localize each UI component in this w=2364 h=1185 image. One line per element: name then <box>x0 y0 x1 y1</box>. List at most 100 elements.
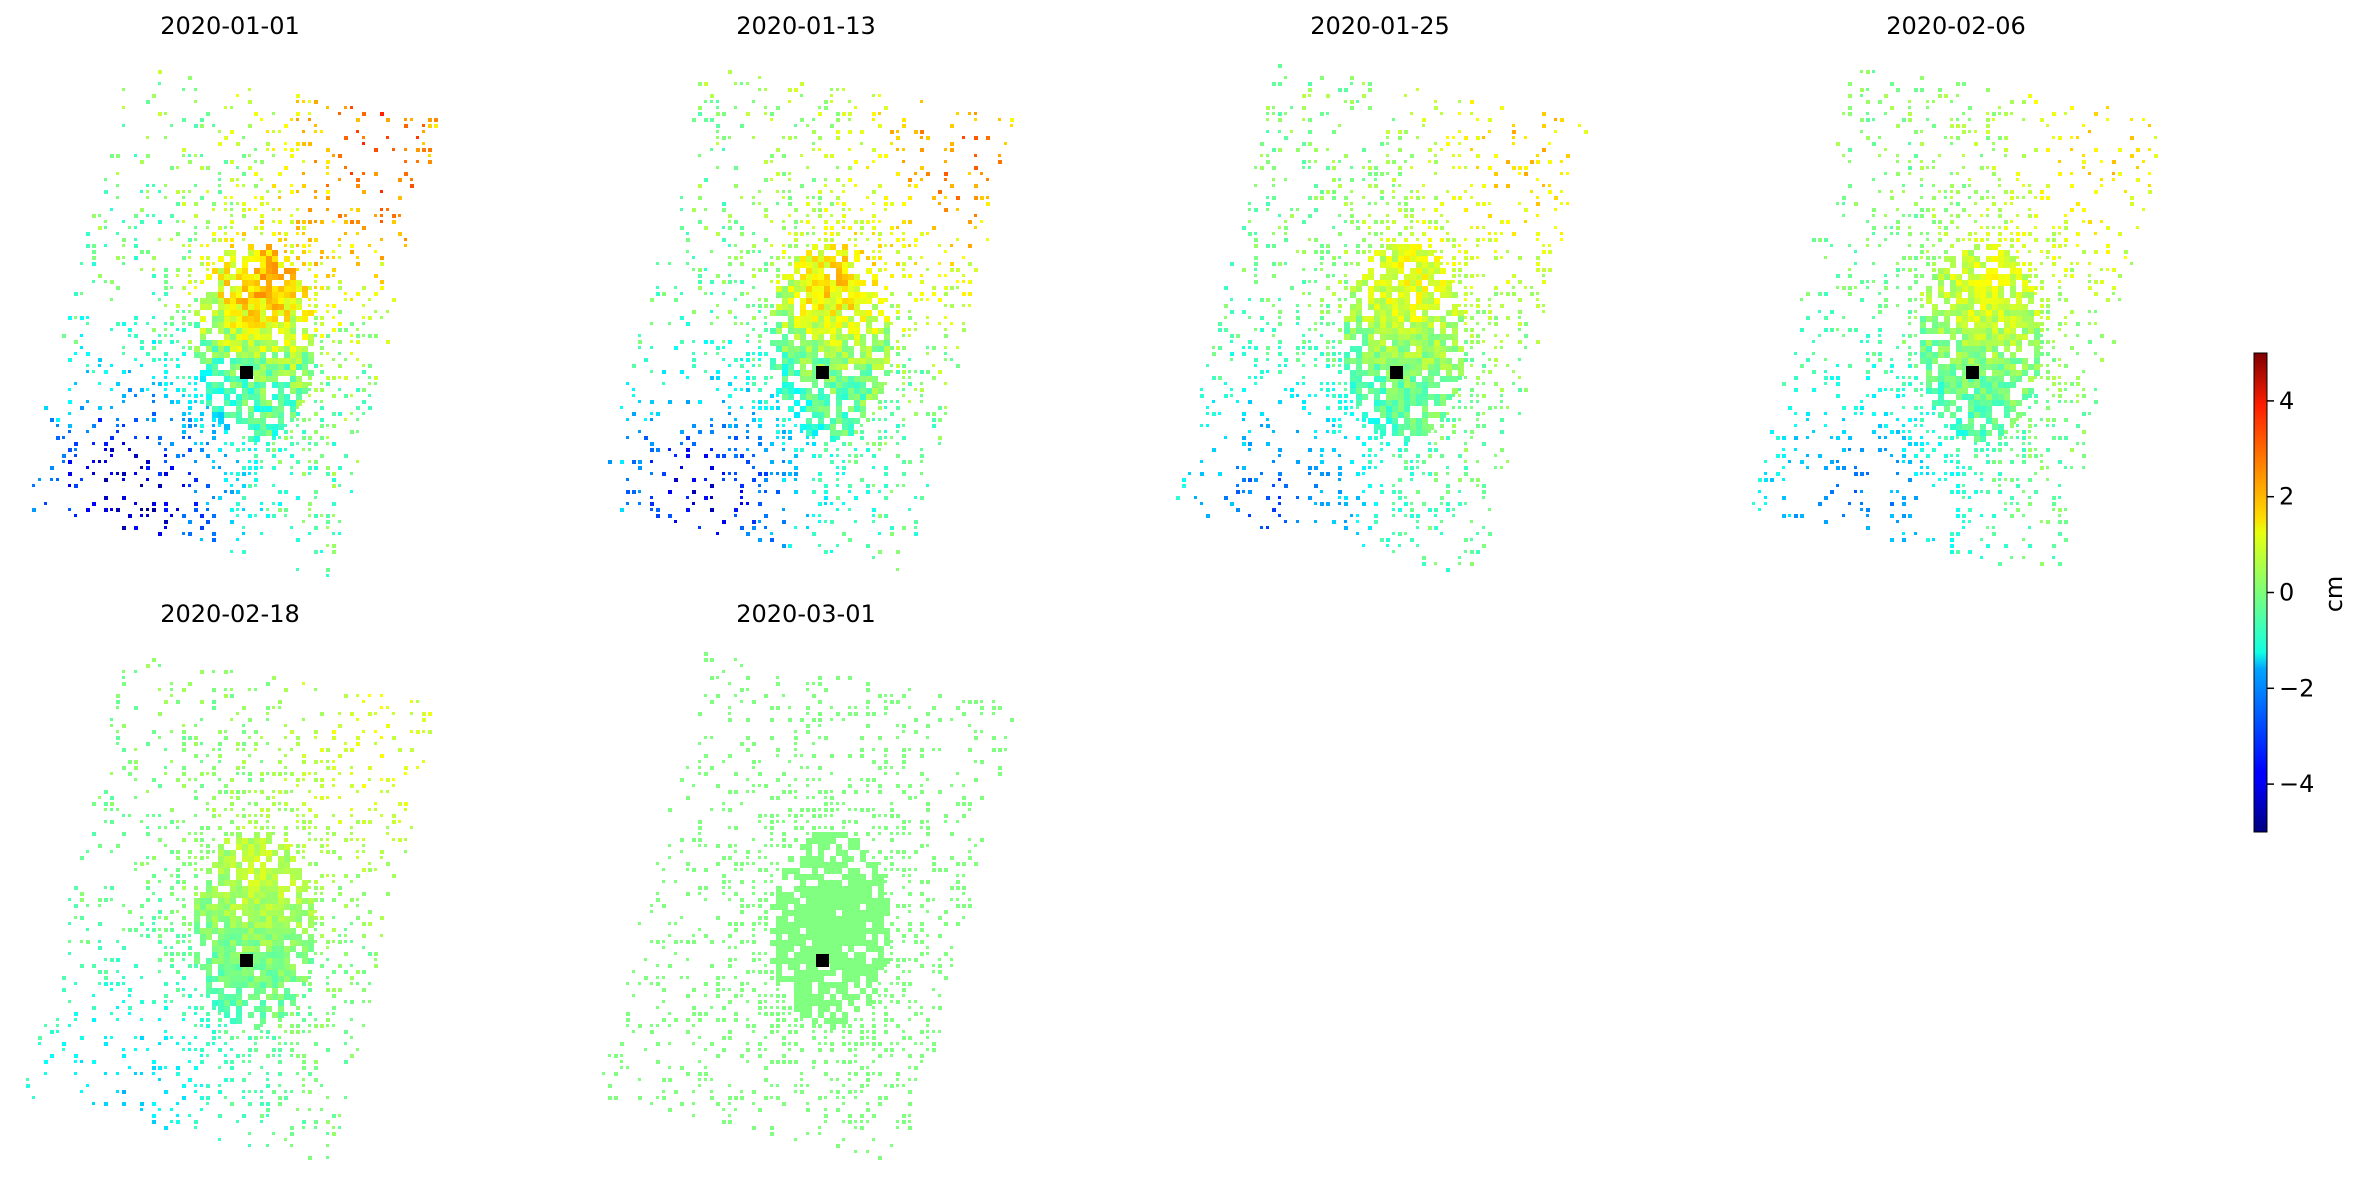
pixel <box>1464 448 1468 452</box>
pixel <box>908 244 911 247</box>
pixel <box>794 292 800 298</box>
pixel <box>944 304 947 307</box>
pixel <box>830 214 833 217</box>
pixel <box>248 166 252 170</box>
pixel <box>1266 352 1269 355</box>
pixel <box>1482 496 1485 499</box>
pixel <box>896 304 900 308</box>
pixel <box>758 310 761 313</box>
pixel <box>254 340 260 346</box>
pixel <box>788 88 792 92</box>
pixel <box>146 100 150 104</box>
pixel <box>230 370 236 376</box>
pixel <box>1434 514 1437 517</box>
pixel <box>2028 322 2034 328</box>
pixel <box>254 346 260 352</box>
pixel <box>242 184 245 187</box>
pixel <box>854 460 858 464</box>
pixel <box>98 382 101 385</box>
pixel <box>332 442 336 446</box>
pixel <box>1494 172 1498 176</box>
pixel <box>1458 454 1462 458</box>
pixel <box>296 118 299 121</box>
pixel <box>1230 334 1234 338</box>
pixel <box>764 106 767 109</box>
pixel <box>1548 160 1552 164</box>
pixel <box>194 184 197 187</box>
pixel <box>272 292 278 298</box>
pixel <box>1458 562 1461 565</box>
pixel <box>302 346 308 352</box>
pixel <box>206 292 212 298</box>
pixel <box>1422 298 1428 304</box>
pixel <box>1470 478 1474 482</box>
pixel <box>200 526 204 530</box>
pixel <box>812 442 816 446</box>
pixel <box>356 460 359 463</box>
pixel <box>158 238 161 241</box>
pixel <box>248 286 254 292</box>
pixel <box>272 262 278 268</box>
pixel <box>2016 358 2022 364</box>
pixel <box>1368 466 1371 469</box>
pixel <box>1200 502 1203 505</box>
pixel <box>1908 142 1911 145</box>
pixel <box>836 286 842 292</box>
pixel <box>974 154 977 157</box>
pixel <box>1434 412 1440 418</box>
pixel <box>896 316 900 320</box>
pixel <box>1836 202 1839 205</box>
pixel <box>266 190 269 193</box>
pixel <box>1962 262 1968 268</box>
pixel <box>1254 232 1257 235</box>
pixel <box>1938 94 1942 98</box>
pixel <box>1980 280 1986 286</box>
pixel <box>968 172 971 175</box>
pixel <box>380 316 383 319</box>
pixel <box>938 262 941 265</box>
pixel <box>2052 346 2055 349</box>
pixel <box>734 358 738 362</box>
pixel <box>1338 364 1341 367</box>
pixel <box>332 304 336 308</box>
pixel <box>2076 376 2080 380</box>
pixel <box>722 472 725 475</box>
pixel <box>356 256 359 259</box>
pixel <box>2034 238 2038 242</box>
pixel <box>164 448 167 451</box>
pixel <box>1422 358 1428 364</box>
pixel <box>338 376 341 379</box>
pixel <box>146 154 150 158</box>
pixel <box>176 388 180 392</box>
pixel <box>206 442 209 445</box>
pixel <box>902 370 906 374</box>
pixel <box>296 418 299 421</box>
pixel <box>866 328 872 334</box>
pixel <box>2004 304 2010 310</box>
pixel <box>800 406 806 412</box>
pixel <box>158 484 162 488</box>
pixel <box>884 154 888 158</box>
pixel <box>1512 370 1515 373</box>
pixel <box>1836 142 1840 146</box>
pixel <box>1824 238 1828 242</box>
pixel <box>1410 154 1414 158</box>
pixel <box>1368 250 1371 253</box>
pixel <box>1278 130 1281 133</box>
pixel <box>626 436 629 439</box>
pixel <box>1482 238 1485 241</box>
pixel <box>758 388 762 392</box>
pixel <box>266 340 272 346</box>
pixel <box>896 454 900 458</box>
pixel <box>380 238 383 241</box>
pixel <box>848 358 854 364</box>
pixel <box>1368 340 1374 346</box>
pixel <box>1326 148 1329 151</box>
pixel <box>1302 292 1305 295</box>
pixel <box>950 358 953 361</box>
pixel <box>398 178 402 182</box>
pixel <box>392 214 396 218</box>
pixel <box>1986 328 1992 334</box>
pixel <box>236 490 240 494</box>
pixel <box>806 286 812 292</box>
